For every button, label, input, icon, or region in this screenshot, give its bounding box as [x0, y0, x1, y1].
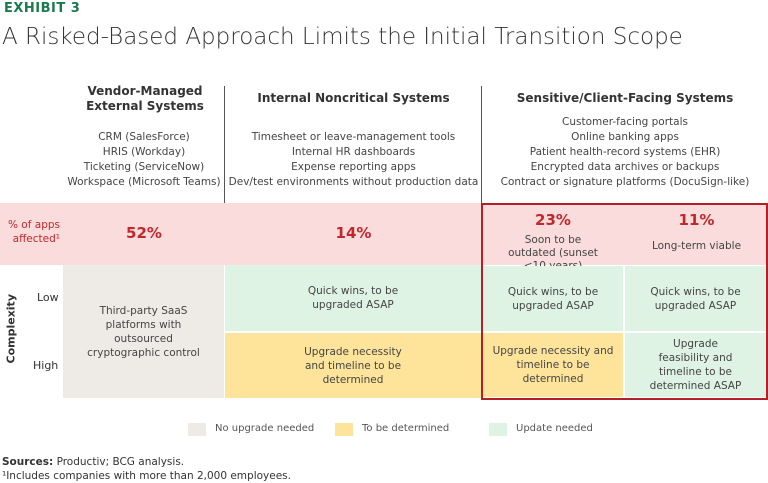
legend-swatch [489, 423, 507, 436]
item: Contract or signature platforms (DocuSig… [500, 176, 750, 188]
item: Online banking apps [571, 131, 679, 143]
legend-label: To be determined [362, 423, 450, 434]
percent: 14% [335, 224, 372, 242]
column-header: Vendor-Managed External Systems [86, 84, 204, 113]
item: Internal HR dashboards [291, 146, 416, 158]
item: CRM (SalesForce) [98, 131, 190, 143]
sources-text: Productiv; BCG analysis. [56, 456, 185, 468]
legend-label: Update needed [516, 423, 593, 434]
item: Dev/test environments without production… [228, 176, 479, 188]
title: A Risked-Based Approach Limits the Initi… [2, 24, 683, 50]
cell-yellow: Upgrade necessity and timeline to be det… [225, 333, 481, 398]
row-label: Low [37, 291, 59, 304]
item-list: Customer-facing portals Online banking ap… [482, 115, 768, 190]
percent: 23% [535, 211, 571, 229]
cell-yellow: Upgrade necessity and timeline to be det… [483, 333, 623, 397]
cell-green: Quick wins, to be upgraded ASAP [225, 265, 481, 331]
footnote: ¹Includes companies with more than 2,000… [2, 470, 291, 482]
divider [481, 86, 482, 203]
sources: Sources: Productiv; BCG analysis. [2, 456, 184, 468]
percent-note: Long-term viable [651, 240, 742, 252]
complexity-label: Complexity [4, 294, 18, 364]
exhibit-label: EXHIBIT 3 [4, 1, 81, 16]
item: Ticketing (ServiceNow) [83, 161, 205, 173]
divider [224, 86, 225, 203]
column-header: Sensitive/Client-Facing Systems [516, 91, 734, 105]
cell-green: Upgrade feasibility and timeline to be d… [625, 333, 766, 397]
item: Customer-facing portals [562, 116, 688, 128]
item: Workspace (Microsoft Teams) [67, 176, 221, 188]
item: Encrypted data archives or backups [530, 161, 720, 173]
cell-green: Quick wins, to be upgraded ASAP [625, 266, 766, 331]
item: HRIS (Workday) [102, 146, 186, 158]
affected-label: % of apps affected¹ [7, 219, 60, 245]
legend-swatch [335, 423, 353, 436]
percent: 11% [678, 211, 715, 229]
cell-green: Quick wins, to be upgraded ASAP [483, 266, 623, 331]
item: Expense reporting apps [291, 161, 416, 173]
highlight-box [481, 203, 768, 400]
affected-band [0, 203, 768, 265]
legend-label: No upgrade needed [215, 423, 315, 434]
cell-vendor: Third-party SaaS platforms with outsourc… [63, 265, 224, 398]
item-list: Timesheet or leave-management tools Inter… [225, 130, 482, 190]
row-label: High [33, 359, 59, 372]
column-header: Internal Noncritical Systems [257, 91, 450, 105]
sources-label: Sources: [2, 456, 54, 468]
percent: 52% [126, 224, 162, 242]
legend-swatch [188, 423, 206, 436]
item: Patient health-record systems (EHR) [529, 146, 721, 158]
item: Timesheet or leave-management tools [251, 131, 456, 143]
item-list: CRM (SalesForce) HRIS (Workday) Ticketing … [63, 130, 225, 190]
